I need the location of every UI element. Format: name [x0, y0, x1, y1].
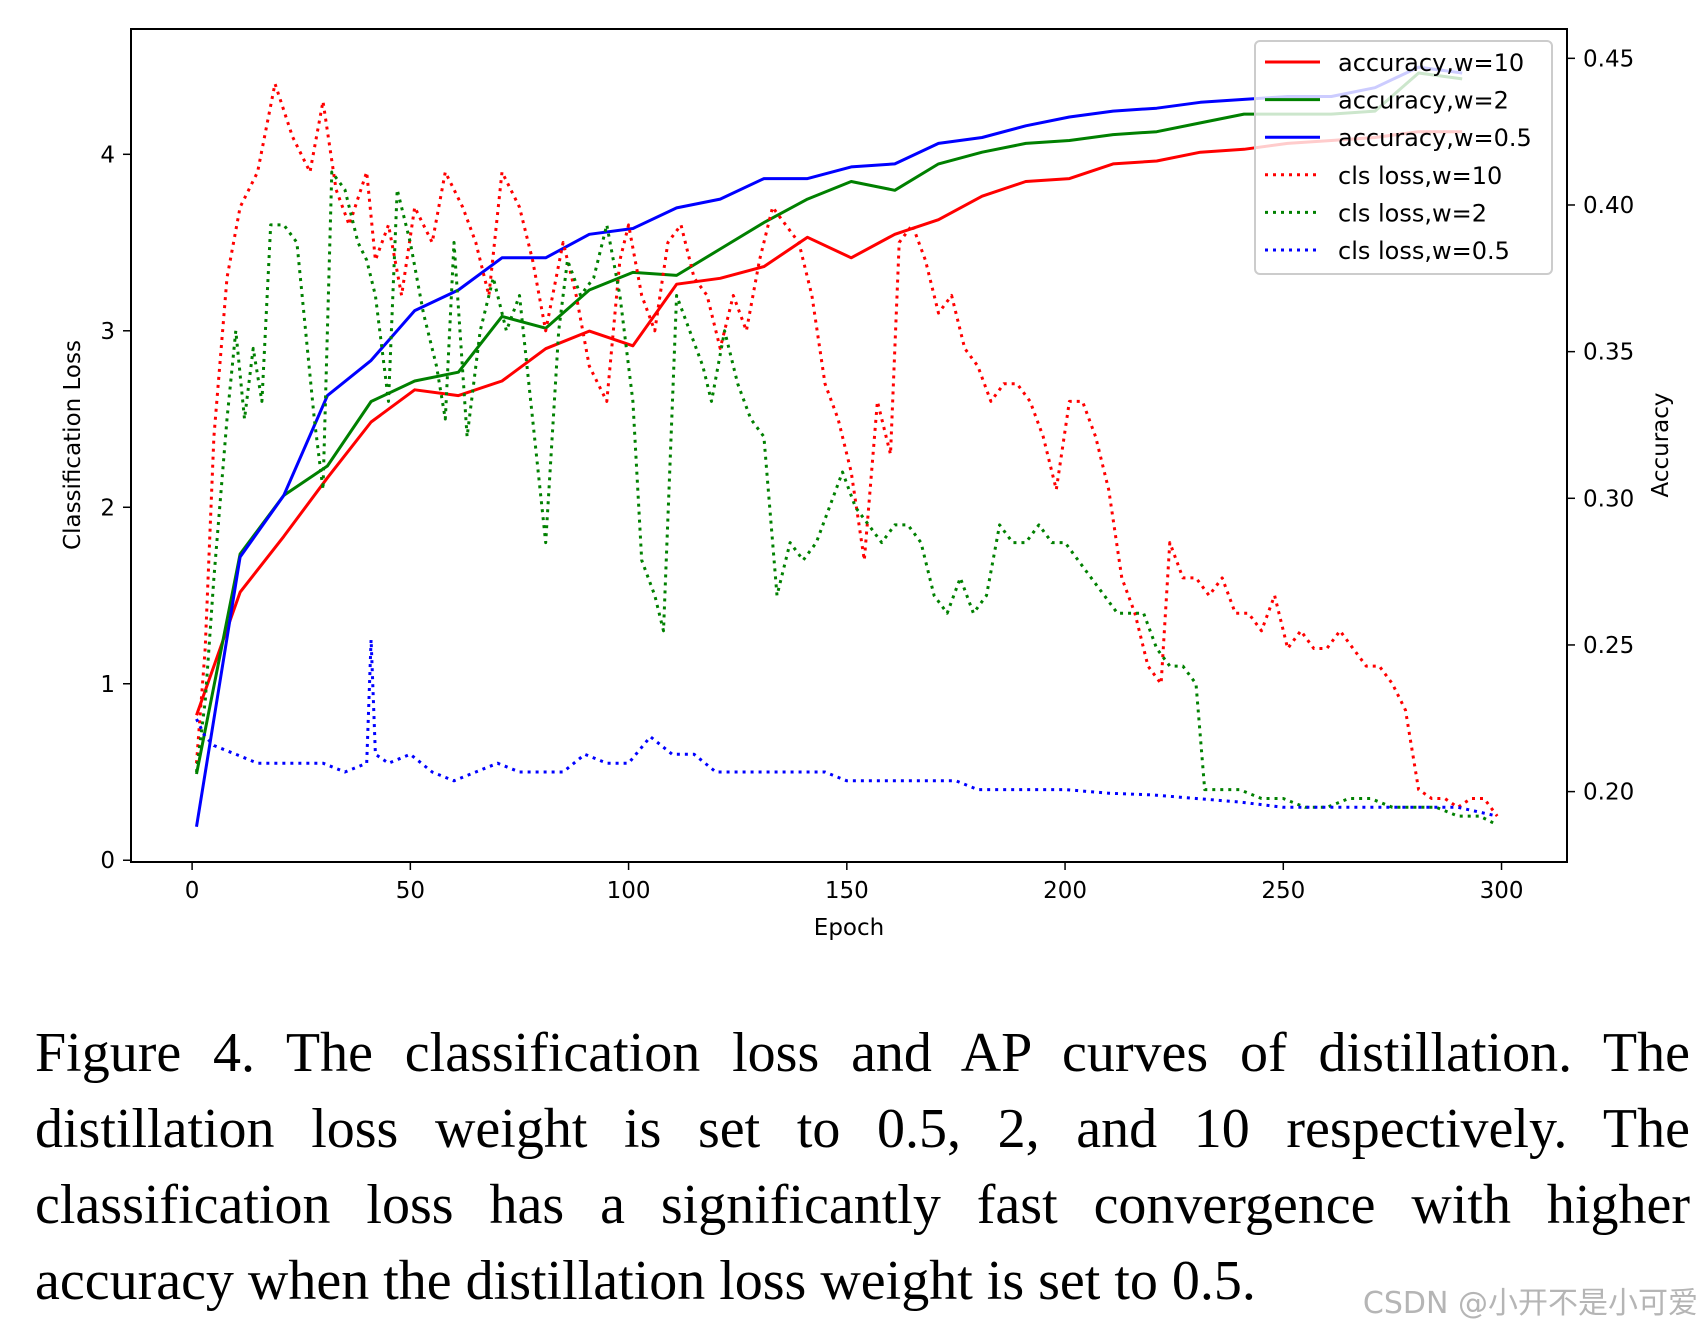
plot-frame: [130, 28, 1568, 863]
y-right-tick-label: 0.35: [1583, 340, 1634, 366]
legend-entry: accuracy,w=10: [1338, 49, 1524, 77]
legend-entry: accuracy,w=0.5: [1338, 124, 1532, 152]
series-line-2: [195, 65, 1463, 828]
legend-entry: cls loss,w=2: [1338, 199, 1487, 227]
legend-entry: accuracy,w=2: [1338, 87, 1509, 115]
figure-caption: Figure 4. The classification loss and AP…: [35, 1022, 1690, 1312]
y-left-tick-label: 2: [100, 495, 115, 521]
watermark: CSDN @小开不是小可爱: [1362, 1286, 1698, 1321]
x-tick-label: 0: [185, 878, 200, 904]
legend: accuracy,w=10 accuracy,w=2 accuracy,w=0.5 c…: [1254, 40, 1553, 275]
legend-entry: cls loss,w=10: [1338, 162, 1502, 190]
x-tick-label: 50: [396, 878, 425, 904]
chart: 0 50 100 150 200 250 300 0 1 2 3 4 0.20 0.25 0.30 0.35 0…: [60, 28, 1674, 941]
series-line-0: [195, 130, 1463, 716]
legend-entry: cls loss,w=0.5: [1338, 237, 1510, 265]
x-tick-label: 300: [1480, 878, 1524, 904]
x-tick-label: 200: [1043, 878, 1087, 904]
series-line-5: [195, 638, 1498, 818]
x-tick-label: 100: [607, 878, 651, 904]
y-left-tick-label: 0: [100, 848, 115, 874]
series-line-1: [195, 71, 1463, 775]
y-left-tick-label: 4: [100, 142, 115, 168]
y-right-tick-label: 0.30: [1583, 486, 1634, 512]
x-tick-label: 250: [1261, 878, 1305, 904]
x-tick-label: 150: [825, 878, 869, 904]
x-axis-label: Epoch: [814, 915, 884, 941]
y-left-tick-label: 3: [100, 319, 115, 345]
series-line-3: [195, 82, 1499, 817]
y-right-tick-label: 0.45: [1583, 46, 1634, 72]
ticks: 0 50 100 150 200 250 300 0 1 2 3 4 0.20 0.25 0.30 0.35 0…: [100, 46, 1634, 904]
y-axis-right-label: Accuracy: [1648, 392, 1674, 497]
y-axis-left-label: Classification Loss: [60, 340, 86, 550]
y-right-tick-label: 0.20: [1583, 780, 1634, 806]
y-left-tick-label: 1: [100, 672, 115, 698]
plot-lines: [195, 65, 1499, 828]
y-right-tick-label: 0.25: [1583, 633, 1634, 659]
y-right-tick-label: 0.40: [1583, 193, 1634, 219]
